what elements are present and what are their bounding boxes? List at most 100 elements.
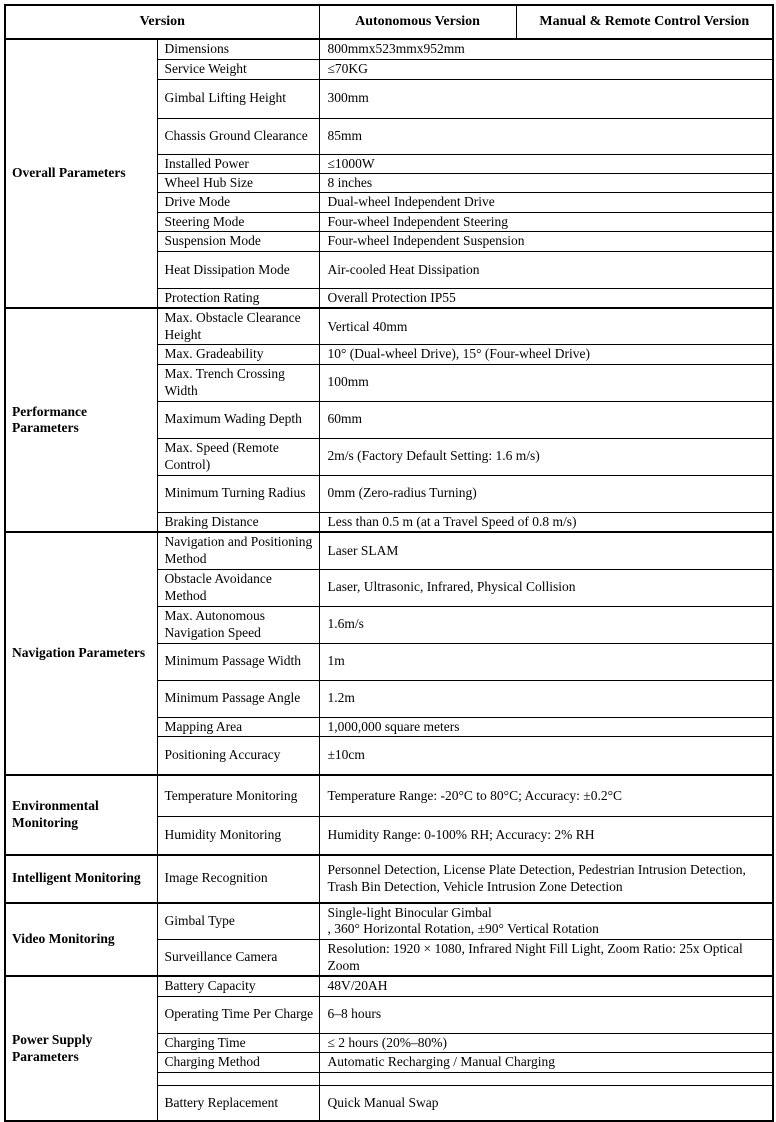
param-cell: Minimum Passage Angle <box>156 679 320 718</box>
table-row: Surveillance Camera Resolution: 1920 × 1… <box>5 939 774 977</box>
table-row: Max. Speed (Remote Control) 2m/s (Factor… <box>5 437 774 476</box>
section-label-navigation-parameters: Navigation Parameters <box>4 531 158 776</box>
table-row: Performance Parameters Max. Obstacle Cle… <box>4 307 774 533</box>
section-label-power-supply-parameters: Power Supply Parameters <box>4 975 158 1122</box>
param-cell: Obstacle Avoidance Method <box>156 568 320 607</box>
table-row: Mapping Area 1,000,000 square meters <box>5 716 774 738</box>
param-cell: Max. Obstacle Clearance Height <box>156 307 320 346</box>
table-row: Environmental Monitoring Temperature Mon… <box>4 773 774 856</box>
spec-table: Version Autonomous Version Manual & Remo… <box>4 4 775 1122</box>
table-row: Navigation Parameters Navigation and Pos… <box>4 531 774 776</box>
param-cell-empty <box>156 1071 320 1086</box>
value-cell: Temperature Range: -20°C to 80°C; Accura… <box>318 773 774 818</box>
param-cell: Gimbal Type <box>156 901 320 941</box>
value-cell: 800mmx523mmx952mm <box>318 38 774 60</box>
param-cell: Braking Distance <box>156 511 320 533</box>
section-label-intelligent-monitoring: Intelligent Monitoring <box>4 853 158 904</box>
param-cell: Temperature Monitoring <box>156 773 320 818</box>
param-cell: Dimensions <box>156 38 320 60</box>
value-cell: Laser SLAM <box>318 531 774 570</box>
param-cell: Minimum Turning Radius <box>156 474 320 513</box>
param-cell: Suspension Mode <box>156 231 320 252</box>
table-row: Chassis Ground Clearance 85mm <box>5 117 774 155</box>
table-row: Video Monitoring Gimbal Type Single-ligh… <box>4 901 774 977</box>
table-row: Operating Time Per Charge 6–8 hours <box>5 995 774 1034</box>
value-cell: Quick Manual Swap <box>318 1084 774 1122</box>
param-cell: Steering Mode <box>156 211 320 233</box>
table-row: Heat Dissipation Mode Air-cooled Heat Di… <box>5 250 774 289</box>
table-header-row: Version Autonomous Version Manual & Remo… <box>4 4 774 40</box>
param-cell: Battery Replacement <box>156 1084 320 1122</box>
param-cell: Max. Trench Crossing Width <box>156 363 320 402</box>
value-cell: Automatic Recharging / Manual Charging <box>318 1052 774 1073</box>
param-cell: Protection Rating <box>156 287 320 309</box>
value-cell: Air-cooled Heat Dissipation <box>318 250 774 289</box>
param-cell: Image Recognition <box>156 853 320 904</box>
table-row: Protection Rating Overall Protection IP5… <box>5 287 774 309</box>
table-row: Steering Mode Four-wheel Independent Ste… <box>5 211 774 233</box>
value-cell: Less than 0.5 m (at a Travel Speed of 0.… <box>318 511 774 533</box>
param-cell: Battery Capacity <box>156 975 320 997</box>
value-cell: Four-wheel Independent Steering <box>318 211 774 233</box>
param-cell: Chassis Ground Clearance <box>156 117 320 155</box>
param-cell: Max. Speed (Remote Control) <box>156 437 320 476</box>
param-cell: Drive Mode <box>156 192 320 213</box>
value-cell: Laser, Ultrasonic, Infrared, Physical Co… <box>318 568 774 607</box>
value-cell: 60mm <box>318 400 774 439</box>
value-cell: ≤1000W <box>318 153 774 174</box>
table-row: Max. Gradeability 10° (Dual-wheel Drive)… <box>5 344 774 365</box>
table-row: Overall Parameters Dimensions 800mmx523m… <box>4 37 774 309</box>
param-cell: Charging Time <box>156 1032 320 1054</box>
table-row: Maximum Wading Depth 60mm <box>5 400 774 439</box>
param-cell: Max. Autonomous Navigation Speed <box>156 605 320 644</box>
value-cell: 2m/s (Factory Default Setting: 1.6 m/s) <box>318 437 774 476</box>
table-row: Suspension Mode Four-wheel Independent S… <box>5 231 774 252</box>
value-cell: Dual-wheel Independent Drive <box>318 192 774 213</box>
value-cell: Single-light Binocular Gimbal , 360° Hor… <box>318 901 774 941</box>
value-cell: 10° (Dual-wheel Drive), 15° (Four-wheel … <box>318 344 774 365</box>
value-cell: 85mm <box>318 117 774 155</box>
value-cell: Overall Protection IP55 <box>318 287 774 309</box>
table-row: Charging Method Automatic Recharging / M… <box>5 1052 774 1073</box>
table-row: Minimum Passage Angle 1.2m <box>5 679 774 718</box>
param-cell: Positioning Accuracy <box>156 736 320 776</box>
param-cell: Navigation and Positioning Method <box>156 531 320 570</box>
table-row: Wheel Hub Size 8 inches <box>5 172 774 194</box>
param-cell: Maximum Wading Depth <box>156 400 320 439</box>
table-row: Positioning Accuracy ±10cm <box>5 736 774 776</box>
value-cell: 6–8 hours <box>318 995 774 1034</box>
param-cell: Max. Gradeability <box>156 344 320 365</box>
param-cell: Wheel Hub Size <box>156 172 320 194</box>
table-row: Max. Trench Crossing Width 100mm <box>5 363 774 402</box>
table-row: Obstacle Avoidance Method Laser, Ultraso… <box>5 568 774 607</box>
param-cell: Service Weight <box>156 58 320 80</box>
table-row: Minimum Passage Width 1m <box>5 642 774 681</box>
param-cell: Mapping Area <box>156 716 320 738</box>
value-cell: Humidity Range: 0-100% RH; Accuracy: 2% … <box>318 816 774 856</box>
value-cell-empty <box>318 1071 774 1086</box>
table-row: Charging Time ≤ 2 hours (20%–80%) <box>5 1032 774 1054</box>
section-label-environmental-monitoring: Environmental Monitoring <box>4 773 158 856</box>
table-row: Intelligent Monitoring Image Recognition… <box>4 853 774 904</box>
table-row: Battery Replacement Quick Manual Swap <box>5 1084 774 1122</box>
value-cell: Resolution: 1920 × 1080, Infrared Night … <box>318 939 774 977</box>
value-cell: 1m <box>318 642 774 681</box>
param-cell: Operating Time Per Charge <box>156 995 320 1034</box>
table-row: Power Supply Parameters Battery Capacity… <box>4 975 774 1122</box>
header-version: Version <box>4 4 320 40</box>
param-cell: Humidity Monitoring <box>156 816 320 856</box>
value-cell: 0mm (Zero-radius Turning) <box>318 474 774 513</box>
table-row: Drive Mode Dual-wheel Independent Drive <box>5 192 774 213</box>
header-manual-remote-version: Manual & Remote Control Version <box>515 4 774 40</box>
value-cell: ≤ 2 hours (20%–80%) <box>318 1032 774 1054</box>
value-cell: 1.6m/s <box>318 605 774 644</box>
section-label-performance-parameters: Performance Parameters <box>4 307 158 533</box>
value-cell: Personnel Detection, License Plate Detec… <box>318 853 774 904</box>
section-label-overall-parameters: Overall Parameters <box>4 37 158 309</box>
value-cell: 300mm <box>318 78 774 119</box>
value-cell: Four-wheel Independent Suspension <box>318 231 774 252</box>
param-cell: Surveillance Camera <box>156 939 320 977</box>
value-cell: 8 inches <box>318 172 774 194</box>
table-row: Minimum Turning Radius 0mm (Zero-radius … <box>5 474 774 513</box>
